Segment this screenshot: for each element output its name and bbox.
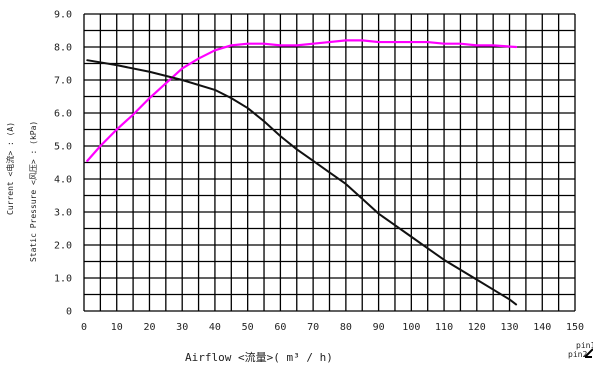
current-curve	[86, 39, 518, 162]
chart-series	[86, 39, 518, 306]
x-tick-label: 90	[373, 322, 385, 333]
x-tick-label: 40	[209, 322, 221, 333]
y-tick-label: 5.0	[54, 142, 72, 153]
y-tick-label: 9.0	[54, 10, 72, 21]
corner-label-pin1: pin1	[576, 341, 593, 350]
x-tick-label: 70	[307, 322, 319, 333]
x-tick-label: 130	[501, 322, 519, 333]
x-tick-label: 60	[274, 322, 286, 333]
y-tick-label: 6.0	[54, 109, 72, 120]
x-tick-label: 30	[176, 322, 188, 333]
y-tick-label: 4.0	[54, 175, 72, 186]
y-tick-label: 8.0	[54, 43, 72, 54]
x-tick-label: 80	[340, 322, 352, 333]
y-tick-label: 3.0	[54, 208, 72, 219]
y-axis-ticks: 0 1.0 2.0 3.0 4.0 5.0 6.0 7.0 8.0 9.0	[54, 10, 72, 318]
x-tick-label: 0	[81, 322, 87, 333]
x-tick-label: 150	[566, 322, 584, 333]
y-tick-label: 0	[66, 307, 72, 318]
x-tick-label: 110	[435, 322, 453, 333]
chart-grid	[83, 13, 576, 312]
x-tick-label: 20	[143, 322, 155, 333]
y-tick-label: 2.0	[54, 241, 72, 252]
x-tick-label: 10	[111, 322, 123, 333]
y-tick-label: 7.0	[54, 76, 72, 87]
x-tick-label: 140	[533, 322, 551, 333]
y-axis-label-pressure: Static Pressure <风压> : (kPa)	[29, 121, 38, 262]
x-axis-ticks: 0 10 20 30 40 50 60 70 80 90 100 110 120 130 140 150	[81, 322, 584, 333]
corner-label-pin2: pin2	[568, 350, 587, 359]
x-tick-label: 120	[468, 322, 486, 333]
pressure-curve	[86, 59, 518, 306]
corner-mark-icon	[584, 348, 593, 358]
x-axis-label: Airflow <流量>( m³ / h)	[185, 350, 333, 364]
x-tick-label: 100	[402, 322, 420, 333]
x-tick-label: 50	[242, 322, 254, 333]
y-axis-label-current: Current <电流> : (A)	[5, 122, 15, 215]
y-tick-label: 1.0	[54, 274, 72, 285]
